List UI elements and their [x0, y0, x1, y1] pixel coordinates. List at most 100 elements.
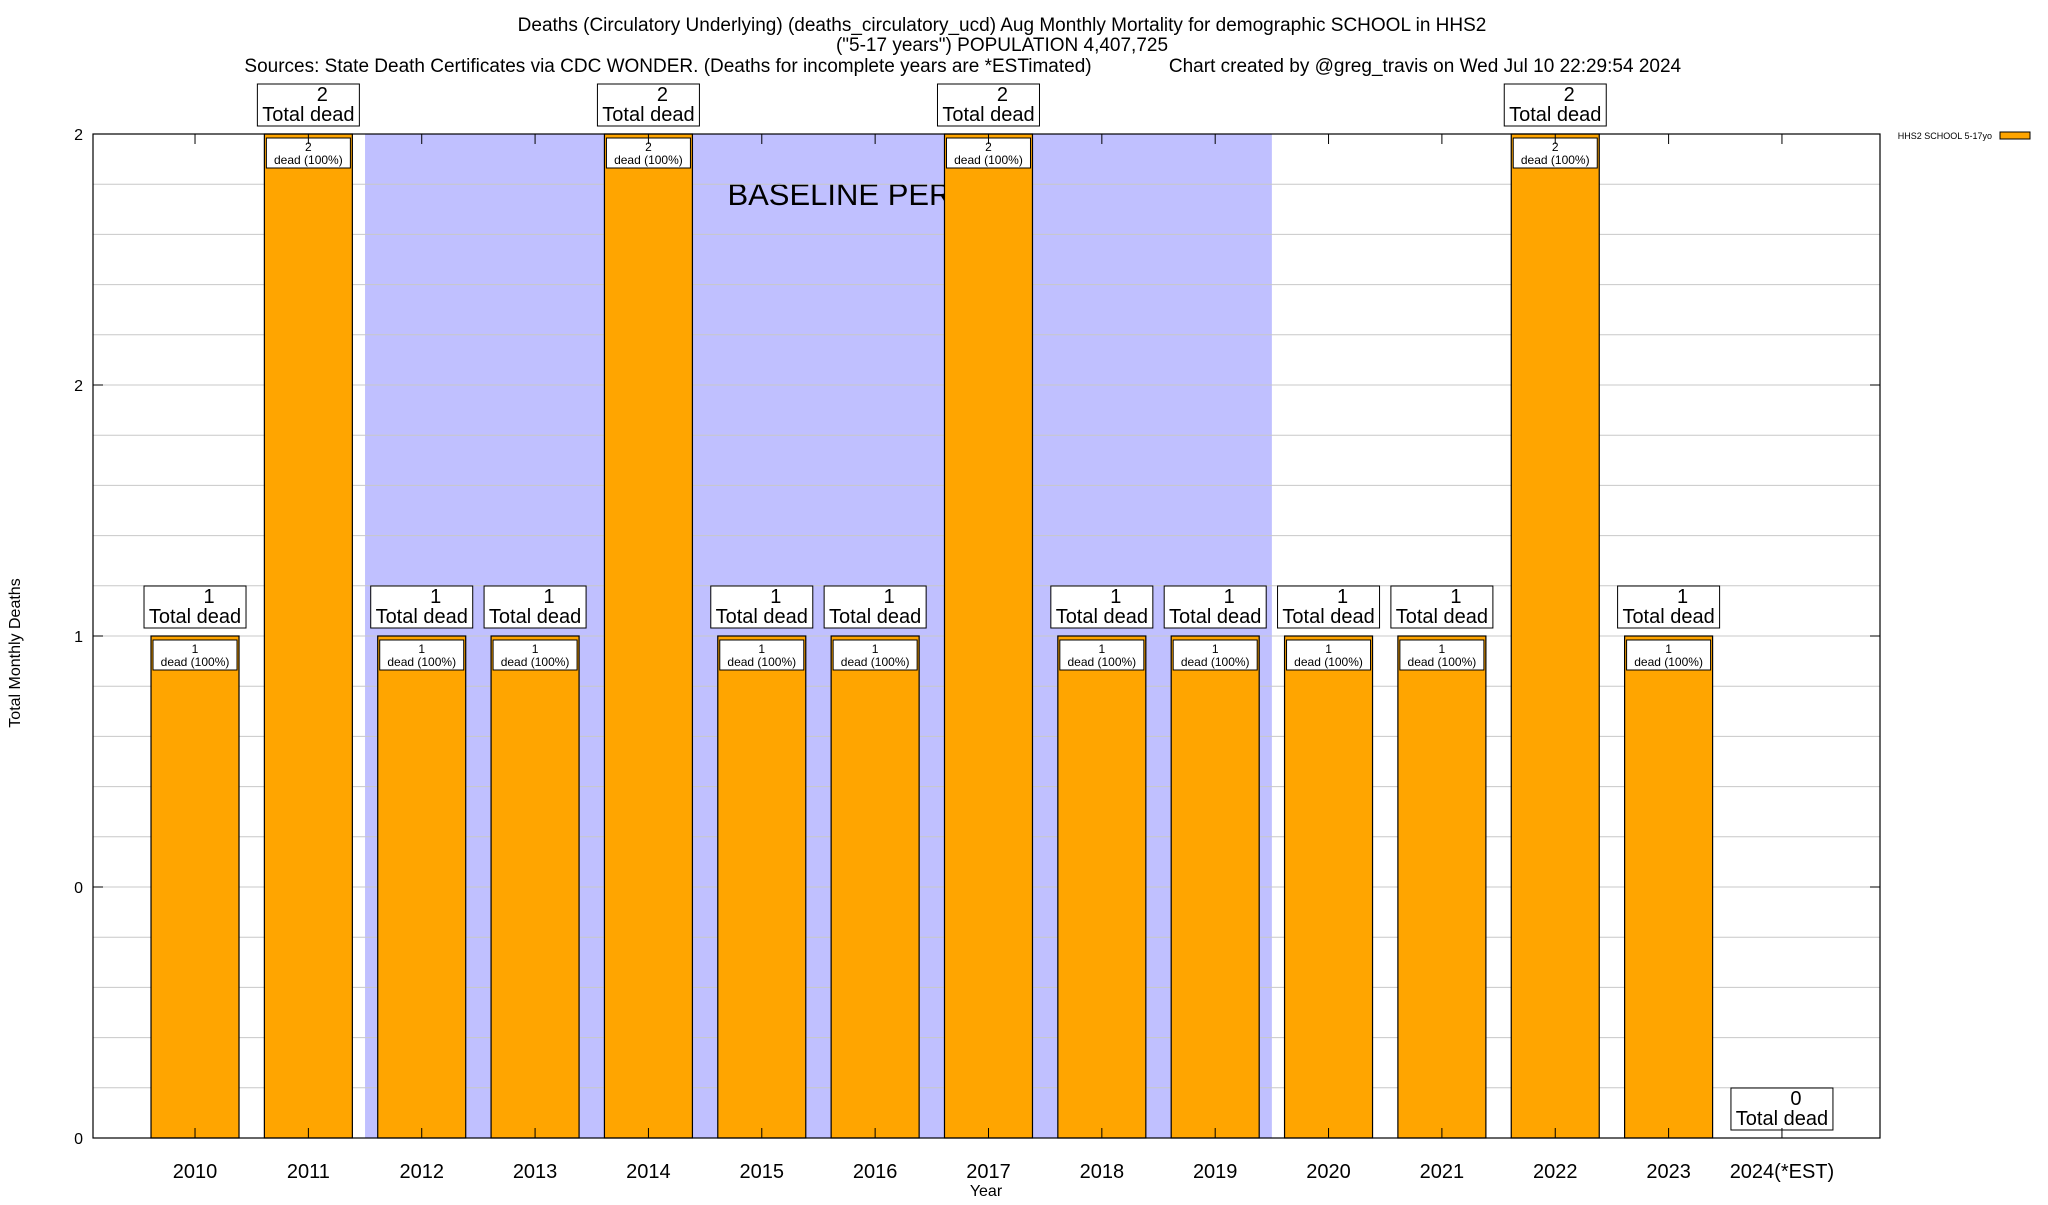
total-count: 1	[1677, 586, 1688, 608]
x-tick-label: 2010	[173, 1161, 218, 1183]
total-label: Total dead	[1169, 606, 1261, 628]
total-count: 1	[203, 586, 214, 608]
total-label: Total dead	[1509, 104, 1601, 126]
bar-value-count: 1	[1212, 642, 1219, 656]
x-tick-label: 2018	[1080, 1161, 1125, 1183]
bar-value-percent: dead (100%)	[274, 153, 343, 167]
total-label: Total dead	[1396, 606, 1488, 628]
bar-value-count: 1	[1098, 642, 1105, 656]
bar-value-percent: dead (100%)	[501, 655, 570, 669]
total-count: 1	[430, 586, 441, 608]
bar	[150, 635, 240, 1139]
bar-value-count: 1	[1325, 642, 1332, 656]
bar-value-box	[1626, 639, 1712, 671]
bar-value-box	[1059, 639, 1145, 671]
total-label: Total dead	[1056, 606, 1148, 628]
total-count: 1	[770, 586, 781, 608]
x-tick-label: 2020	[1306, 1161, 1351, 1183]
bar-value-box	[492, 639, 578, 671]
chart-title: Deaths (Circulatory Underlying) (deaths_…	[244, 15, 1681, 77]
total-count: 2	[997, 84, 1008, 106]
bar-value-box	[1399, 639, 1485, 671]
y-tick-label: 1	[74, 629, 83, 646]
bar-value-count: 2	[1552, 140, 1559, 154]
bar-value-percent: dead (100%)	[387, 655, 456, 669]
total-label: Total dead	[1282, 606, 1374, 628]
total-label: Total dead	[942, 104, 1034, 126]
total-count: 2	[657, 84, 668, 106]
bar	[1623, 635, 1714, 1139]
total-count: 1	[1224, 586, 1235, 608]
legend-entry-label: HHS2 SCHOOL 5-17yo	[1898, 131, 1992, 141]
bar	[1510, 133, 1600, 1139]
total-box	[1050, 585, 1154, 629]
x-axis-ticks: 2010 2011 2012 2013 2014 2015 2016 2017 2018 2019…	[173, 134, 1834, 1183]
bar-value-count: 2	[985, 140, 992, 154]
plot-frame	[92, 133, 1881, 1139]
total-box	[256, 83, 360, 127]
total-count: 1	[1337, 586, 1348, 608]
total-box	[143, 585, 247, 629]
title-line-2: ("5-17 years") POPULATION 4,407,725	[836, 35, 1168, 56]
bar	[1170, 635, 1260, 1139]
bar-value-percent: dead (100%)	[1067, 655, 1136, 669]
bar-value-box	[152, 639, 238, 671]
total-box	[823, 585, 927, 629]
total-box	[483, 585, 587, 629]
bar-value-box	[1286, 639, 1372, 671]
total-box	[710, 585, 814, 629]
x-tick-label: 2019	[1193, 1161, 1238, 1183]
bar	[830, 635, 920, 1139]
total-box	[596, 83, 700, 127]
bar-value-box	[1172, 639, 1258, 671]
total-label: Total dead	[1736, 1108, 1828, 1130]
bar	[1397, 635, 1487, 1139]
total-box	[1617, 585, 1721, 629]
total-box	[370, 585, 474, 629]
bar	[603, 133, 694, 1139]
bar-value-count: 1	[532, 642, 539, 656]
bar	[717, 635, 807, 1139]
bar-value-percent: dead (100%)	[1294, 655, 1363, 669]
bar	[1283, 635, 1374, 1139]
bar-value-box	[832, 639, 918, 671]
total-label: Total dead	[489, 606, 581, 628]
total-box	[1277, 585, 1381, 629]
y-axis-label: Total Monthly Deaths	[7, 578, 24, 727]
total-count: 0	[1790, 1088, 1801, 1110]
bar-value-percent: dead (100%)	[1408, 655, 1477, 669]
total-label: Total dead	[1622, 606, 1714, 628]
x-axis-label: Year	[970, 1183, 1003, 1200]
total-box	[1503, 83, 1607, 127]
legend-swatch	[1999, 131, 2031, 140]
total-label: Total dead	[829, 606, 921, 628]
x-tick-label: 2017	[966, 1161, 1011, 1183]
bar-value-percent: dead (100%)	[1181, 655, 1250, 669]
bar-value-count: 1	[1439, 642, 1446, 656]
bar-value-count: 1	[872, 642, 879, 656]
x-tick-label: 2016	[853, 1161, 898, 1183]
bar-value-percent: dead (100%)	[1521, 153, 1590, 167]
y-tick-label: 0	[74, 1131, 83, 1148]
chart-credit: Chart created by @greg_travis on Wed Jul…	[1169, 56, 1682, 77]
x-tick-label: 2022	[1533, 1161, 1578, 1183]
total-count: 1	[1110, 586, 1121, 608]
x-tick-label: 2023	[1646, 1161, 1691, 1183]
total-label: Total dead	[149, 606, 241, 628]
bar-value-box	[719, 639, 805, 671]
total-count: 1	[544, 586, 555, 608]
x-tick-label: 2021	[1420, 1161, 1465, 1183]
total-label: Total dead	[602, 104, 694, 126]
bar-value-count: 1	[1665, 642, 1672, 656]
total-label: Total dead	[716, 606, 808, 628]
total-count: 2	[1564, 84, 1575, 106]
x-tick-label: 2013	[513, 1161, 558, 1183]
bar-value-percent: dead (100%)	[614, 153, 683, 167]
title-line-1: Deaths (Circulatory Underlying) (deaths_…	[518, 15, 1487, 36]
x-tick-label: 2015	[740, 1161, 785, 1183]
total-count: 2	[317, 84, 328, 106]
bar	[263, 133, 353, 1139]
